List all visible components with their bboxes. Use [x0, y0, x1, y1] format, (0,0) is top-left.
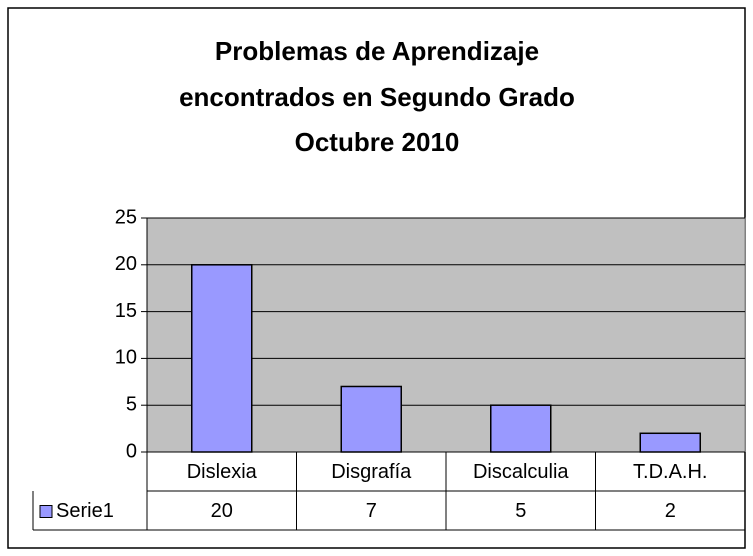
x-tick-label: Disgrafía — [331, 461, 412, 483]
y-tick-label: 0 — [126, 440, 137, 462]
y-tick-label: 10 — [115, 347, 137, 369]
legend-label: Serie1 — [56, 500, 114, 522]
data-label: 20 — [211, 500, 233, 522]
x-tick-label: Discalculia — [473, 461, 569, 483]
bar — [639, 432, 701, 453]
x-tick-label: Dislexia — [187, 461, 258, 483]
data-label: 5 — [515, 500, 526, 522]
y-tick-label: 20 — [115, 253, 137, 275]
chart-title: Problemas de Aprendizaje — [215, 36, 539, 66]
y-tick-label: 25 — [115, 206, 137, 228]
legend-marker — [39, 505, 53, 518]
chart-title: encontrados en Segundo Grado — [179, 82, 575, 112]
x-tick-label: T.D.A.H. — [633, 461, 707, 483]
chart-title: Octubre 2010 — [295, 127, 460, 157]
data-label: 2 — [665, 500, 676, 522]
bar — [340, 385, 402, 453]
y-tick-label: 5 — [126, 393, 137, 415]
bar — [191, 264, 253, 453]
y-tick-label: 15 — [115, 300, 137, 322]
data-label: 7 — [366, 500, 377, 522]
bar — [490, 404, 552, 453]
